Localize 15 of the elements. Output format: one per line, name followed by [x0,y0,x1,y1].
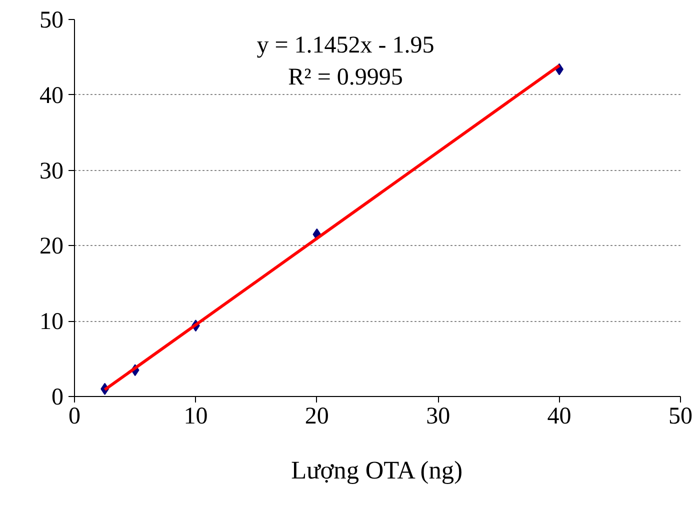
y-tick-label: 0 [52,384,64,410]
y-tick-label: 40 [40,82,64,109]
x-tick-label: 40 [547,404,572,430]
x-axis-title: Lượng OTA (ng) [291,456,463,484]
y-tick-label: 30 [40,158,64,184]
x-tick-label: 50 [668,404,692,430]
y-tick-label: 20 [40,234,64,260]
x-tick-label: 0 [68,404,80,430]
y-tick-label: 50 [40,8,64,34]
annotation: R² = 0.9995 [288,64,403,90]
annotation: y = 1.1452x - 1.95 [256,32,434,58]
x-tick-label: 10 [184,404,208,430]
y-tick-label: 10 [40,309,64,336]
x-tick-label: 30 [426,404,450,430]
x-tick-label: 20 [304,404,329,430]
